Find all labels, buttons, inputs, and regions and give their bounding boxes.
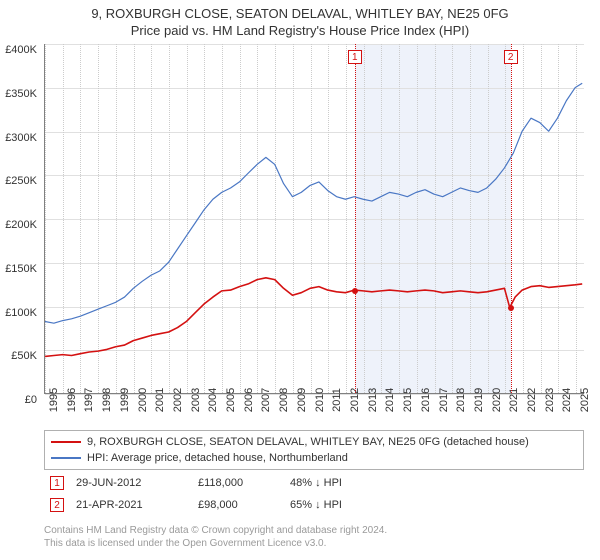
series-property-line (45, 44, 584, 393)
legend-row-hpi: HPI: Average price, detached house, Nort… (51, 450, 577, 466)
sale-idx-box: 2 (50, 498, 64, 512)
chart-title-line1: 9, ROXBURGH CLOSE, SEATON DELAVAL, WHITL… (0, 6, 600, 21)
sales-table: 1 29-JUN-2012 £118,000 48% ↓ HPI 2 21-APR-202… (50, 472, 400, 516)
footer: Contains HM Land Registry data © Crown c… (44, 524, 387, 550)
sale-date: 29-JUN-2012 (76, 477, 186, 489)
footer-line2: This data is licensed under the Open Gov… (44, 537, 387, 550)
sale-point-dot (352, 288, 358, 294)
sale-date: 21-APR-2021 (76, 499, 186, 511)
legend-label-property: 9, ROXBURGH CLOSE, SEATON DELAVAL, WHITL… (87, 434, 529, 450)
legend: 9, ROXBURGH CLOSE, SEATON DELAVAL, WHITL… (44, 430, 584, 470)
legend-swatch-hpi (51, 457, 81, 459)
sale-row: 2 21-APR-2021 £98,000 65% ↓ HPI (50, 494, 400, 516)
footer-line1: Contains HM Land Registry data © Crown c… (44, 524, 387, 537)
sale-idx-box: 1 (50, 476, 64, 490)
sale-price: £98,000 (198, 499, 278, 511)
sale-delta: 48% ↓ HPI (290, 477, 400, 489)
legend-row-property: 9, ROXBURGH CLOSE, SEATON DELAVAL, WHITL… (51, 434, 577, 450)
plot-area: £0£50K£100K£150K£200K£250K£300K£350K£400… (44, 44, 584, 394)
chart-title-line2: Price paid vs. HM Land Registry's House … (0, 23, 600, 38)
chart-titles: 9, ROXBURGH CLOSE, SEATON DELAVAL, WHITL… (0, 0, 600, 38)
sale-price: £118,000 (198, 477, 278, 489)
sale-row: 1 29-JUN-2012 £118,000 48% ↓ HPI (50, 472, 400, 494)
legend-swatch-property (51, 441, 81, 443)
legend-box: 9, ROXBURGH CLOSE, SEATON DELAVAL, WHITL… (44, 430, 584, 470)
sale-delta: 65% ↓ HPI (290, 499, 400, 511)
legend-label-hpi: HPI: Average price, detached house, Nort… (87, 450, 348, 466)
sale-point-dot (508, 305, 514, 311)
